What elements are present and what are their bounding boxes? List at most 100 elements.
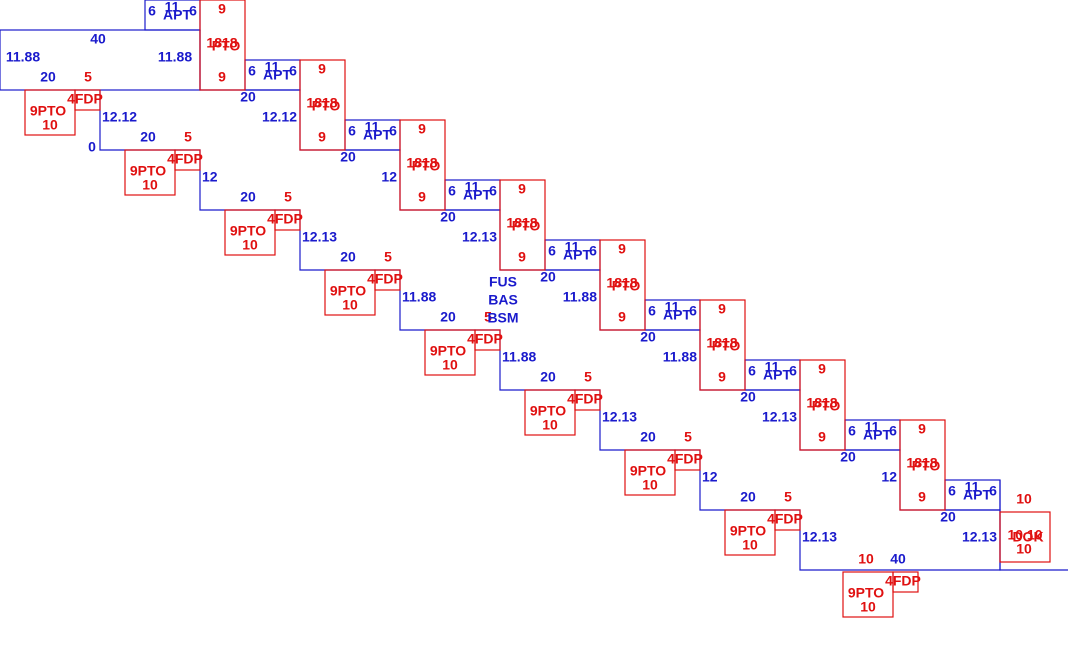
- pto-num: 9: [218, 69, 226, 85]
- dim-label: 20: [440, 209, 456, 225]
- apt-num: 11: [865, 419, 880, 435]
- tag-box: [774, 509, 801, 531]
- pto-num: 9: [718, 301, 726, 317]
- dim-label: 5: [784, 489, 792, 505]
- apt-label: APT: [463, 187, 491, 203]
- pto-num: 9: [918, 489, 926, 505]
- pto-num: 9: [718, 369, 726, 385]
- pto-box: [324, 269, 376, 316]
- apt-num: 11: [965, 479, 980, 495]
- apt-label: APT: [563, 247, 591, 263]
- dim-label: 20: [840, 449, 856, 465]
- apt-num: 6: [548, 243, 556, 259]
- dim-label: 5: [484, 309, 492, 325]
- apt-num: 6: [248, 63, 256, 79]
- pto-tall-box: [199, 0, 246, 91]
- pto-tag: 4FDP: [267, 211, 303, 227]
- pto-label: 9PTO: [330, 283, 366, 299]
- pto-label: 9PTO: [130, 163, 166, 179]
- pto-num: 9: [418, 189, 426, 205]
- dim-label: 12.13: [962, 529, 997, 545]
- dim-label: 5: [584, 369, 592, 385]
- pto-code: 1818: [906, 455, 937, 471]
- dim-label: 20: [440, 309, 456, 325]
- dim-label: 20: [540, 269, 556, 285]
- pto-tall-box: [599, 239, 646, 331]
- pto-box: [124, 149, 176, 196]
- pto-label: PTO: [512, 218, 541, 234]
- dim-label: 20: [40, 69, 56, 85]
- pto-code: 1818: [306, 95, 337, 111]
- apt-num: 11: [765, 359, 780, 375]
- dim-label: 12: [381, 169, 397, 185]
- apt-num: 11: [465, 179, 480, 195]
- pto-box: [524, 389, 576, 436]
- dim-label: 12.13: [302, 229, 337, 245]
- pto-label: 9PTO: [430, 343, 466, 359]
- dim-label: 11.88: [158, 49, 192, 65]
- tag-box: [574, 389, 601, 411]
- dok-label: DOK: [1012, 529, 1043, 545]
- pto-tall-box: [499, 179, 546, 271]
- dim-label: 12.13: [462, 229, 497, 245]
- dim-label: 5: [284, 189, 292, 205]
- apt-label: APT: [963, 487, 991, 503]
- dok-box: [999, 511, 1051, 563]
- dim-label: 5: [384, 249, 392, 265]
- pto-num: 9: [218, 1, 226, 17]
- pto-num: 9: [318, 61, 326, 77]
- pto-value: 10: [142, 177, 158, 193]
- pto-value: 10: [242, 237, 258, 253]
- tag-box: [74, 89, 101, 111]
- pto-label: PTO: [412, 158, 441, 174]
- pto-tall-box: [699, 299, 746, 391]
- apt-num: 11: [165, 0, 180, 15]
- pto-box: [424, 329, 476, 376]
- pto-label: PTO: [312, 98, 341, 114]
- dim-label: 20: [140, 129, 156, 145]
- dim-label: 5: [684, 429, 692, 445]
- apt-label: APT: [863, 427, 891, 443]
- center-label: FUS: [489, 274, 517, 290]
- dim-label: 12.13: [802, 529, 837, 545]
- pto-tag: 4FDP: [367, 271, 403, 287]
- apt-num: 11: [265, 59, 280, 75]
- pto-label: 9PTO: [230, 223, 266, 239]
- apt-num: 6: [189, 3, 197, 19]
- tag-box: [274, 209, 301, 231]
- dim-label: 20: [340, 249, 356, 265]
- pto-box: [224, 209, 276, 256]
- apt-num: 11: [565, 239, 580, 255]
- dok-num: 10: [1016, 541, 1032, 557]
- dim-label: 40: [890, 551, 906, 567]
- pto-value: 10: [342, 297, 358, 313]
- pto-num: 9: [818, 429, 826, 445]
- apt-num: 6: [648, 303, 656, 319]
- pto-value: 10: [542, 417, 558, 433]
- apt-num: 11: [665, 299, 680, 315]
- dok-num: 10: [1016, 491, 1032, 507]
- pto-num: 9: [318, 129, 326, 145]
- pto-label: 9PTO: [30, 103, 66, 119]
- pto-box: [24, 89, 76, 136]
- tag-box: [474, 329, 501, 351]
- pto-box: [624, 449, 676, 496]
- dim-label: 12: [702, 469, 718, 485]
- apt-num: 11: [365, 119, 380, 135]
- apt-num: 6: [148, 3, 156, 19]
- pto-label: 9PTO: [848, 585, 884, 601]
- pto-value: 10: [860, 599, 876, 615]
- pto-code: 1818: [206, 35, 237, 51]
- dim-label: 11.88: [6, 49, 40, 65]
- dim-label: 5: [84, 69, 92, 85]
- pto-code: 1818: [606, 275, 637, 291]
- pto-tag: 4FDP: [767, 511, 803, 527]
- dim-label: 40: [90, 31, 106, 47]
- apt-num: 6: [489, 183, 497, 199]
- pto-label: PTO: [912, 458, 941, 474]
- pto-num: 9: [918, 421, 926, 437]
- pto-tag: 4FDP: [567, 391, 603, 407]
- dim-label: 20: [540, 369, 556, 385]
- pto-num: 9: [818, 361, 826, 377]
- pto-label: 9PTO: [630, 463, 666, 479]
